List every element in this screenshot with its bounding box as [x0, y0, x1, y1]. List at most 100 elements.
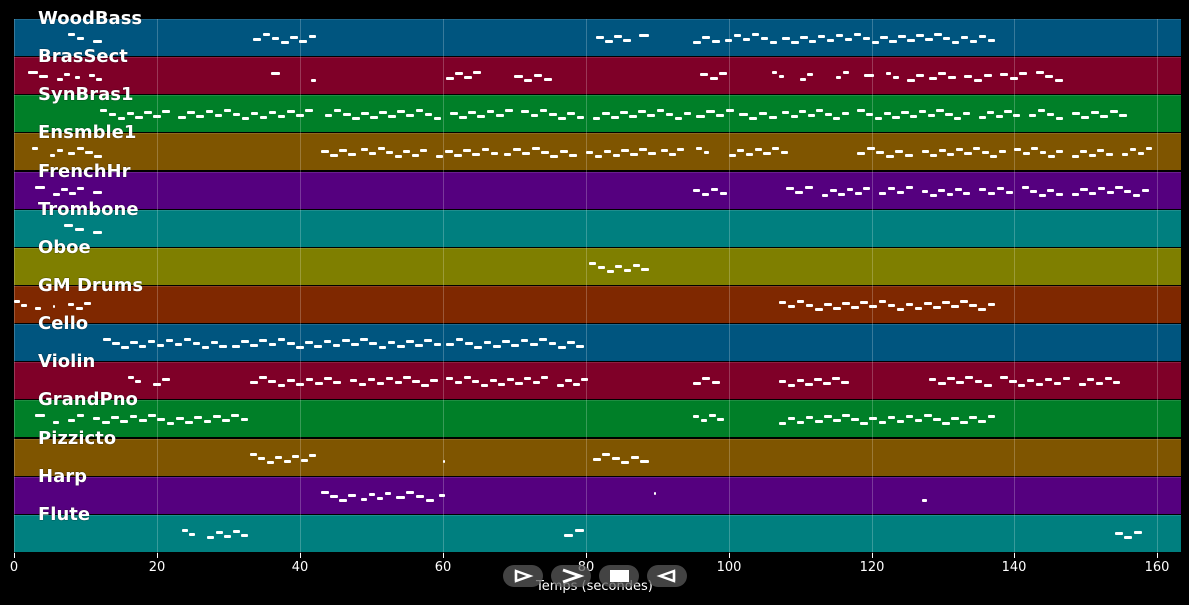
note — [1009, 380, 1017, 383]
note — [464, 342, 473, 345]
note — [283, 460, 291, 463]
note — [1124, 536, 1133, 539]
note — [669, 153, 676, 156]
track-label: FrenchHr — [38, 161, 131, 182]
note — [455, 72, 463, 75]
note — [192, 342, 201, 345]
note — [348, 153, 356, 156]
note — [309, 454, 317, 457]
note — [641, 268, 649, 271]
track-row[interactable] — [14, 477, 1181, 514]
note — [742, 38, 751, 41]
note — [39, 75, 49, 78]
track-row[interactable] — [14, 400, 1181, 437]
stop-button[interactable] — [599, 565, 639, 587]
note — [833, 117, 841, 120]
note — [77, 187, 84, 190]
note — [156, 344, 165, 347]
track-row[interactable] — [14, 19, 1181, 56]
note — [67, 33, 76, 36]
note — [166, 422, 175, 425]
note — [878, 300, 887, 303]
note — [946, 193, 954, 196]
track-label: Trombone — [38, 199, 139, 220]
note — [960, 421, 968, 424]
note — [1031, 147, 1038, 150]
play-button[interactable] — [551, 565, 591, 587]
note — [378, 346, 387, 349]
note — [1097, 149, 1105, 152]
track-row[interactable] — [14, 57, 1181, 94]
note — [751, 33, 760, 36]
note — [998, 150, 1006, 153]
note — [352, 117, 360, 120]
track-row[interactable] — [14, 172, 1181, 209]
note — [983, 384, 992, 387]
note — [653, 492, 656, 495]
note — [790, 115, 798, 118]
note — [987, 192, 996, 195]
note — [498, 383, 506, 386]
x-tick — [872, 553, 873, 558]
step-forward-button[interactable] — [503, 565, 543, 587]
track-row[interactable] — [14, 286, 1181, 323]
note — [621, 149, 629, 152]
track-row[interactable] — [14, 362, 1181, 399]
note — [907, 39, 915, 42]
note — [477, 115, 486, 118]
track-row[interactable] — [14, 324, 1181, 361]
note — [1038, 194, 1046, 197]
note — [286, 342, 295, 345]
note — [780, 151, 788, 154]
note — [887, 416, 896, 419]
track-row[interactable] — [14, 133, 1181, 170]
note — [763, 152, 771, 155]
track-row[interactable] — [14, 210, 1181, 247]
note — [314, 345, 323, 348]
note — [739, 113, 748, 116]
note — [384, 492, 392, 495]
note — [472, 153, 481, 156]
note — [887, 304, 896, 307]
note — [692, 189, 701, 192]
note — [360, 148, 368, 151]
note — [376, 382, 385, 385]
note — [933, 418, 941, 421]
track-row[interactable] — [14, 515, 1181, 552]
note — [1035, 71, 1044, 74]
note — [576, 345, 585, 348]
note — [1062, 377, 1071, 380]
note — [69, 192, 76, 195]
grid-line — [1157, 19, 1158, 553]
note — [1000, 376, 1008, 379]
note — [943, 37, 951, 40]
note — [153, 115, 161, 118]
note — [947, 377, 955, 380]
step-back-button[interactable] — [647, 565, 687, 587]
note — [769, 41, 778, 44]
note — [1109, 110, 1118, 113]
track-row[interactable] — [14, 95, 1181, 132]
note — [1113, 381, 1121, 384]
note — [463, 149, 471, 152]
note — [885, 155, 894, 158]
track-row[interactable] — [14, 439, 1181, 476]
note — [824, 303, 832, 306]
note — [520, 339, 529, 342]
note — [64, 73, 70, 76]
note — [895, 150, 904, 153]
note — [796, 421, 805, 424]
note — [524, 79, 533, 82]
note — [548, 342, 557, 345]
track-row[interactable] — [14, 248, 1181, 285]
piano-roll[interactable] — [14, 19, 1181, 553]
note — [483, 341, 492, 344]
note — [632, 264, 640, 267]
note — [84, 302, 92, 305]
note — [296, 346, 304, 349]
note — [138, 419, 147, 422]
note — [296, 114, 304, 117]
note — [749, 117, 758, 120]
note — [1053, 382, 1062, 385]
note — [162, 110, 170, 113]
